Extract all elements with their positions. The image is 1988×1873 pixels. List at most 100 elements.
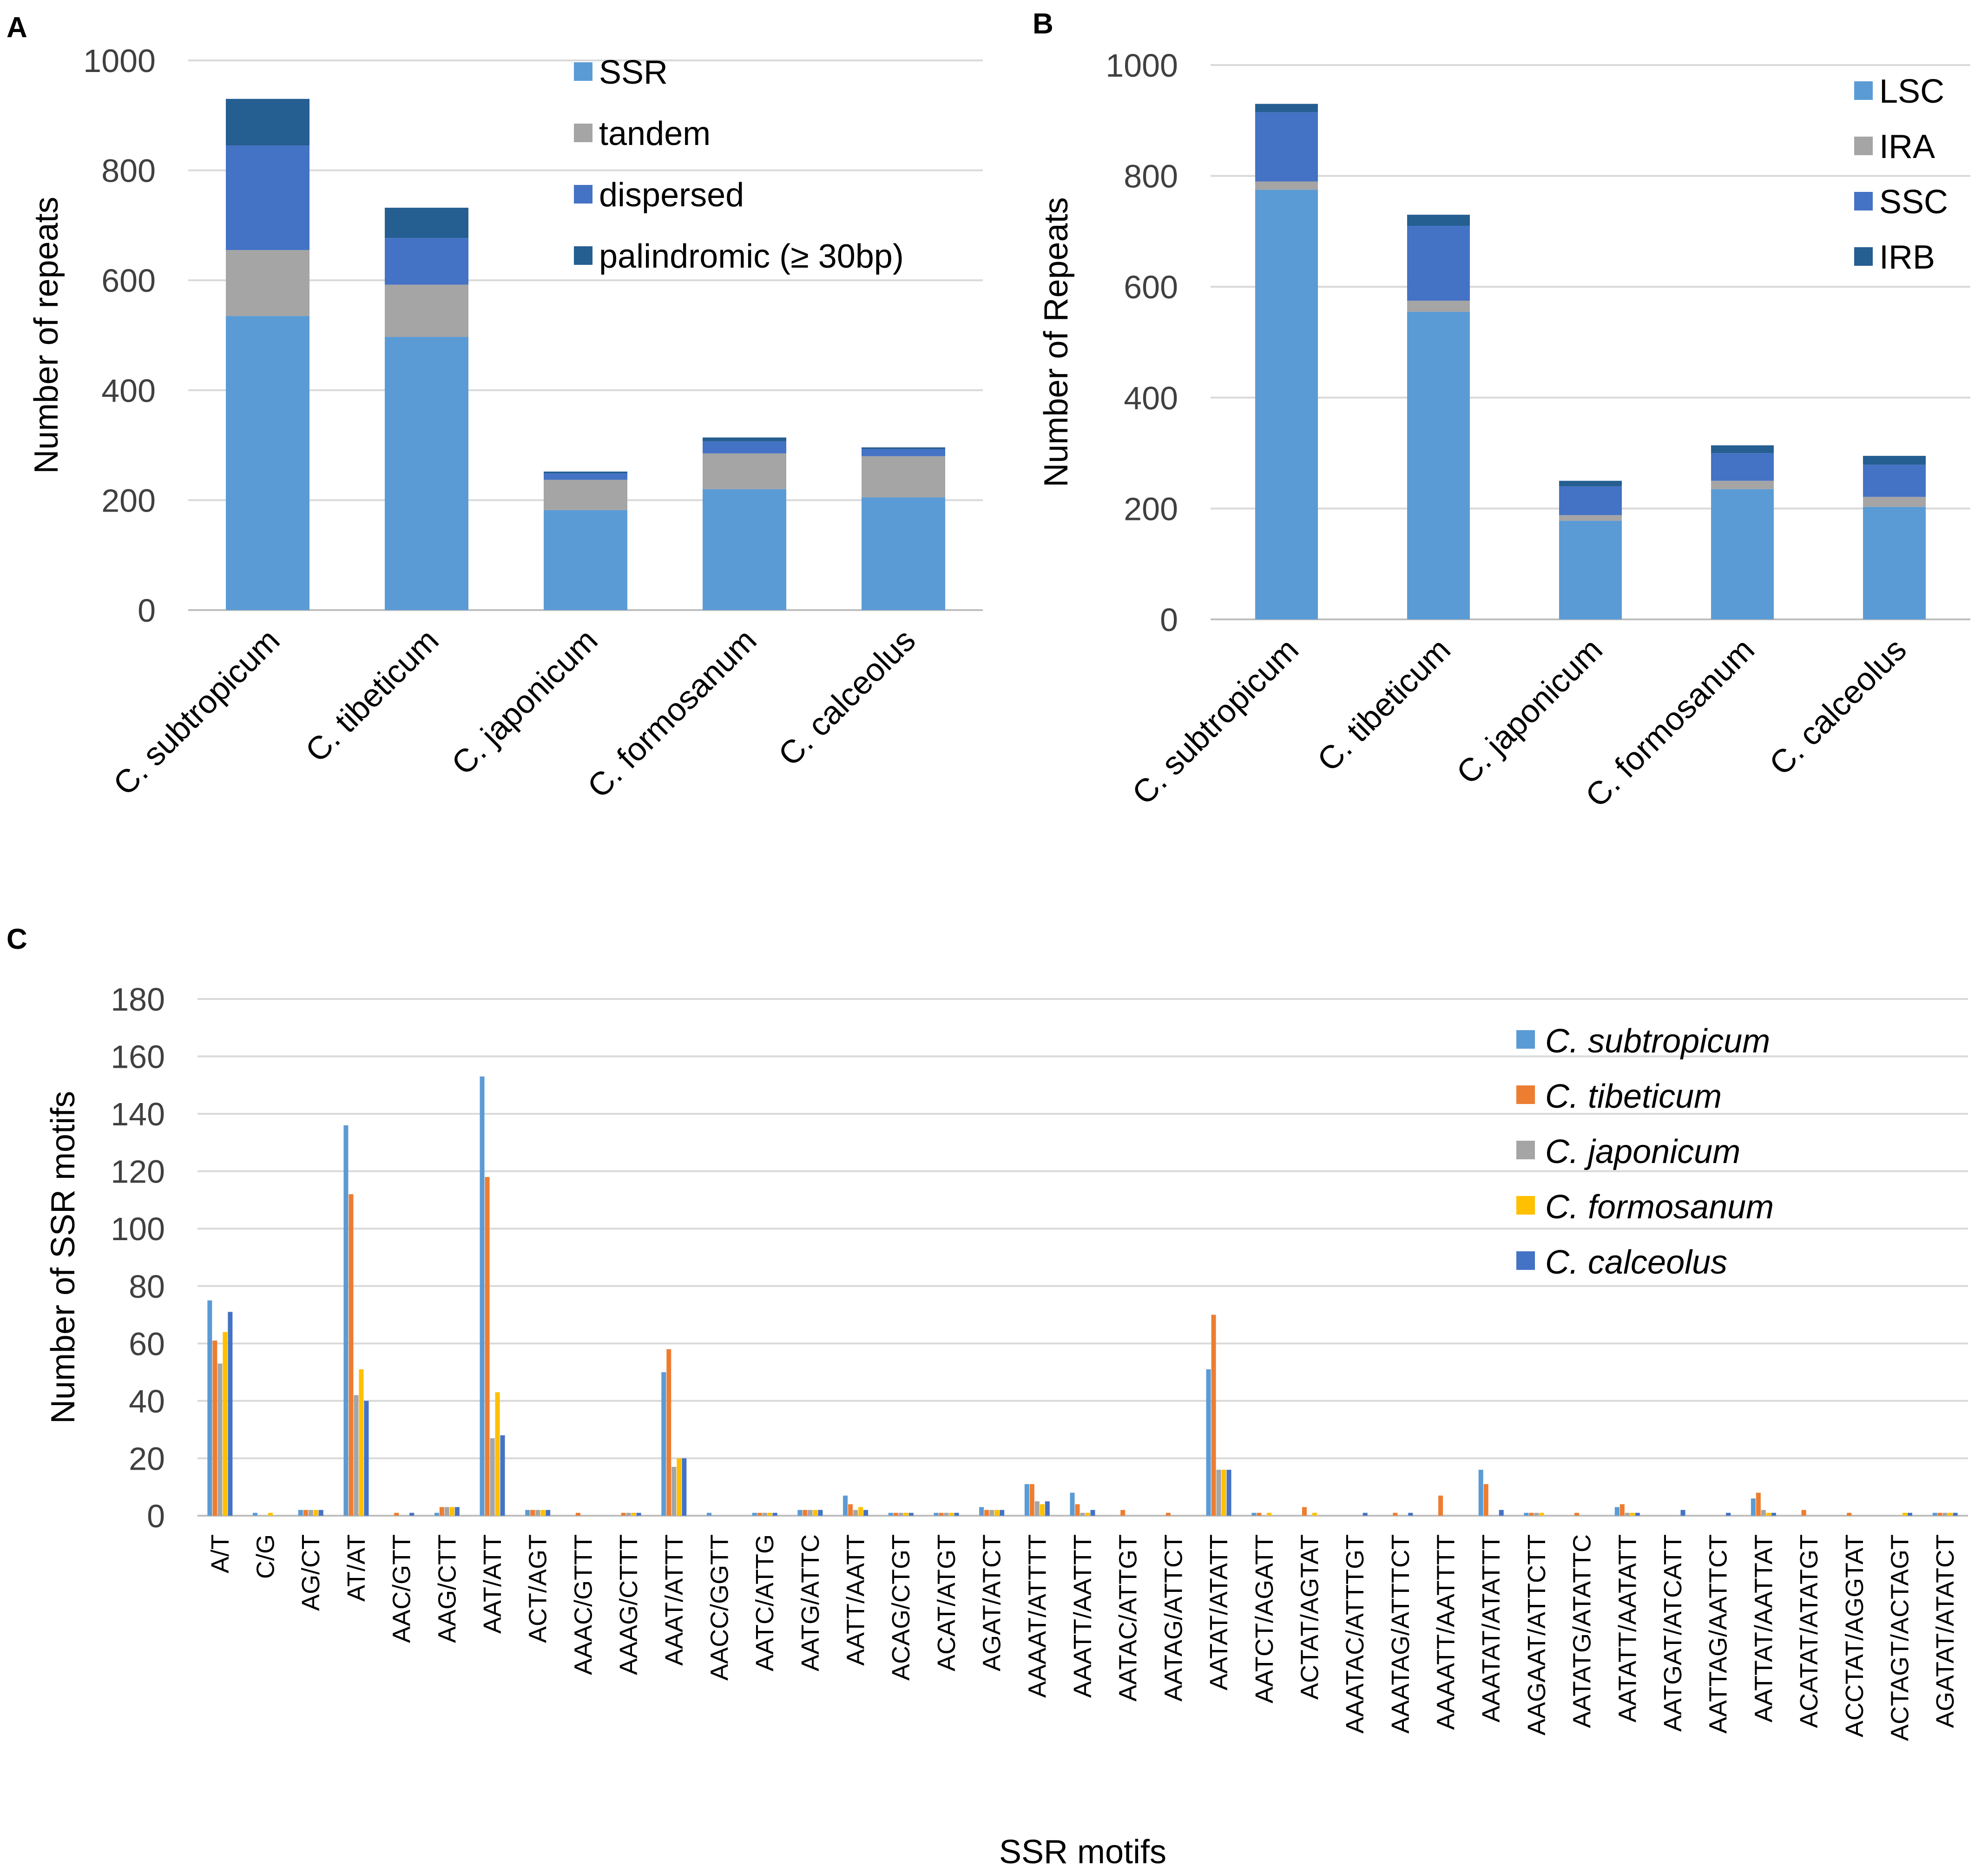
bar-japonicum (1216, 1470, 1221, 1516)
bar-ssr (226, 316, 309, 610)
bar-tibeticum (1937, 1512, 1942, 1516)
bar-tibeticum (1801, 1510, 1806, 1516)
bar-irb (1407, 215, 1470, 226)
legend-swatch (1854, 81, 1873, 100)
bar-japonicum (1625, 1512, 1630, 1516)
legend-label: C. subtropicum (1545, 1023, 1770, 1060)
bar-ira (1407, 301, 1470, 312)
bar-calceolus (409, 1512, 415, 1516)
bar-ssc (1407, 225, 1470, 301)
x-category-label: AAAATT/AATTTT (1432, 1534, 1460, 1730)
legend-label: C. tibeticum (1545, 1078, 1722, 1115)
bar-calceolus (1635, 1512, 1640, 1516)
legend-swatch (1516, 1251, 1535, 1270)
legend-label: C. japonicum (1545, 1133, 1740, 1170)
bar-tibeticum (621, 1512, 626, 1516)
bar-calceolus (772, 1512, 777, 1516)
y-tick-label: 100 (111, 1211, 165, 1247)
bar-subtropicum (888, 1512, 893, 1516)
bar-subtropicum (979, 1507, 984, 1516)
bar-formosanum (268, 1512, 273, 1516)
bar-tibeticum (1393, 1512, 1398, 1516)
legend-swatch (574, 62, 592, 81)
bar-japonicum (944, 1512, 949, 1516)
legend-swatch (1516, 1196, 1535, 1215)
y-tick-label: 1000 (83, 43, 156, 79)
legend-swatch (1854, 192, 1873, 210)
bar-japonicum (217, 1363, 223, 1516)
bar-palindromic (544, 471, 627, 473)
bar-calceolus (1363, 1512, 1368, 1516)
bar-irb (1255, 104, 1318, 112)
legend-swatch (1516, 1030, 1535, 1049)
bar-formosanum (1630, 1512, 1635, 1516)
x-category-label: AATAT/ATATT (1205, 1534, 1233, 1690)
bar-calceolus (863, 1510, 869, 1516)
y-tick-label: 400 (1124, 380, 1178, 416)
x-category-label: AATAG/ATTCT (1159, 1534, 1187, 1702)
bar-japonicum (490, 1438, 495, 1516)
bar-formosanum (631, 1512, 636, 1516)
bar-tandem (862, 456, 945, 498)
bar-tibeticum (1165, 1512, 1171, 1516)
x-category-label: AGATAT/ATATCT (1931, 1534, 1959, 1728)
x-category-label: C. japonicum (445, 622, 605, 782)
bar-ssc (1255, 112, 1318, 182)
x-category-label: AATT/AATT (842, 1534, 870, 1666)
x-category-label: AAAAT/ATTTT (1023, 1534, 1051, 1698)
bar-irb (1711, 445, 1774, 453)
bar-lsc (1711, 489, 1774, 619)
legend-label: IRB (1879, 239, 1935, 276)
bar-japonicum (354, 1395, 359, 1516)
bar-tibeticum (439, 1507, 444, 1516)
bar-formosanum (540, 1510, 546, 1516)
bar-ssr (385, 337, 468, 610)
bar-tibeticum (1075, 1504, 1080, 1516)
bar-calceolus (546, 1510, 551, 1516)
y-tick-label: 140 (111, 1096, 165, 1132)
bar-subtropicum (1070, 1492, 1075, 1516)
x-category-label: ACT/AGT (524, 1534, 552, 1643)
bar-tibeticum (1211, 1314, 1216, 1516)
bar-tibeticum (1257, 1512, 1262, 1516)
bar-formosanum (359, 1369, 364, 1516)
legend-swatch (1516, 1141, 1535, 1159)
bar-japonicum (626, 1512, 631, 1516)
x-category-label: AAT/ATT (479, 1534, 507, 1634)
x-category-label: C. subtropicum (1125, 631, 1305, 811)
bar-formosanum (1902, 1512, 1907, 1516)
y-tick-label: 800 (1124, 158, 1178, 195)
bar-ssc (1711, 453, 1774, 481)
x-category-label: C. japonicum (1449, 631, 1609, 791)
bar-subtropicum (797, 1510, 803, 1516)
bar-tibeticum (530, 1510, 535, 1516)
bar-irb (1559, 480, 1622, 486)
x-category-label: AACC/GGTT (705, 1534, 733, 1681)
y-tick-label: 160 (111, 1039, 165, 1075)
bar-subtropicum (843, 1495, 848, 1516)
bar-palindromic (703, 437, 786, 441)
bar-palindromic (226, 99, 309, 146)
bar-tibeticum (303, 1510, 308, 1516)
bar-dispersed (703, 441, 786, 453)
bar-calceolus (1771, 1512, 1776, 1516)
y-axis-title: Number of Repeats (1038, 197, 1075, 487)
x-category-label: A/T (206, 1534, 234, 1573)
y-tick-label: 60 (129, 1326, 165, 1362)
bar-calceolus (1408, 1512, 1413, 1516)
bar-formosanum (223, 1332, 228, 1516)
x-category-label: C. formosanum (580, 622, 763, 804)
x-category-label: AAATT/AATTT (1069, 1534, 1097, 1698)
bar-calceolus (682, 1458, 687, 1516)
legend-label: tandem (599, 115, 711, 152)
x-category-label: ACTAT/AGTAT (1296, 1534, 1323, 1700)
bar-dispersed (226, 145, 309, 250)
x-category-label: AAATAT/ATATTT (1477, 1534, 1505, 1722)
bar-ira (1711, 480, 1774, 489)
y-tick-label: 120 (111, 1154, 165, 1190)
bar-tibeticum (1619, 1504, 1625, 1516)
bar-ira (1559, 515, 1622, 521)
bar-calceolus (1680, 1510, 1685, 1516)
bar-formosanum (949, 1512, 954, 1516)
bar-subtropicum (1206, 1369, 1211, 1516)
